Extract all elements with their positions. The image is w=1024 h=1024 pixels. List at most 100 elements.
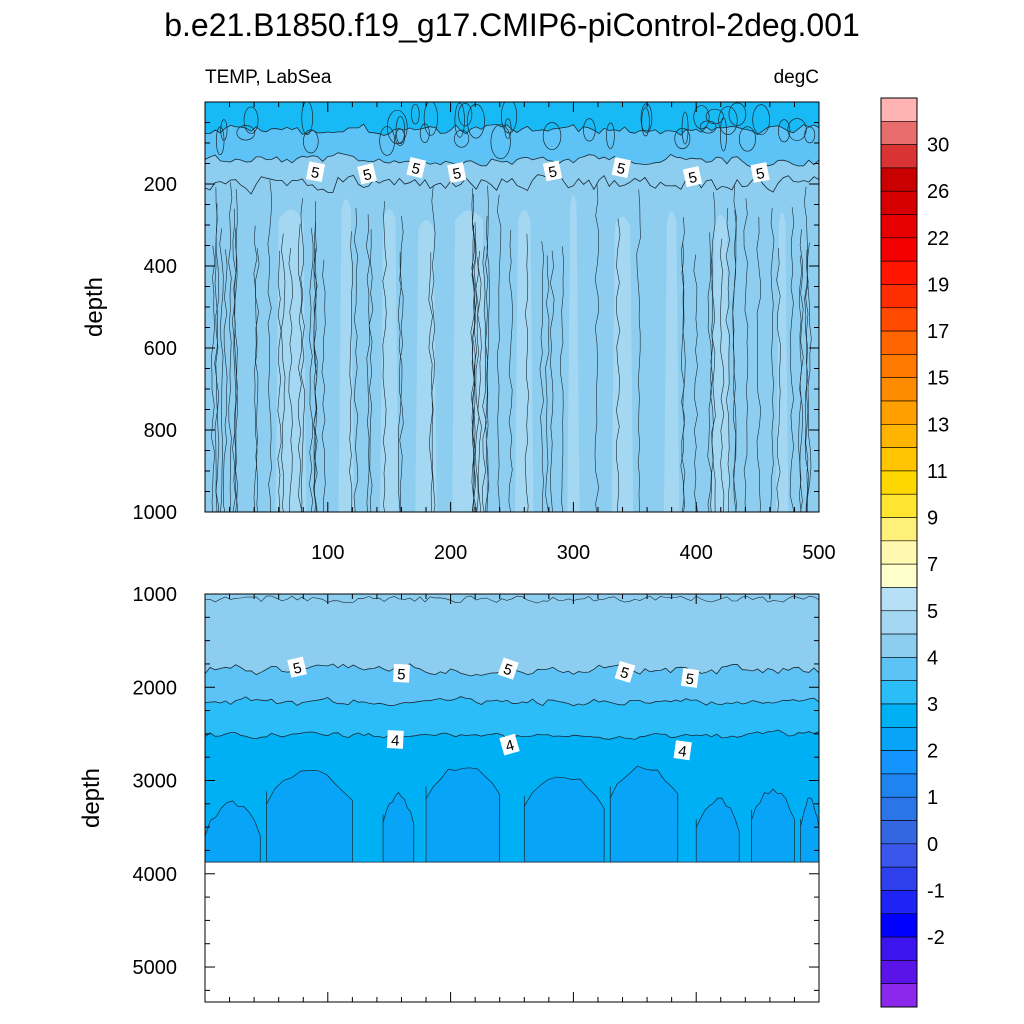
upper-contour-plume-edge-63	[508, 229, 513, 512]
upper-contour-plume-edge-59	[539, 240, 545, 512]
colorbar-label-0: 30	[927, 135, 949, 157]
upper-contour-plume-edge-17	[297, 223, 303, 512]
lower-deep-dome-1	[266, 770, 353, 863]
colorbar-swatch-15	[880, 447, 918, 472]
upper-contour-loop-2	[411, 103, 420, 125]
colorbar-swatch-19	[880, 540, 918, 565]
lower-deep-dome-4	[523, 776, 605, 863]
colorbar-swatch-3	[880, 167, 918, 192]
upper-plume-3	[415, 219, 437, 512]
colorbar-swatch-35	[880, 913, 918, 938]
colorbar-swatch-5	[880, 214, 918, 239]
upper-contour-plume-edge-56	[725, 208, 731, 512]
colorbar-label-1: 26	[927, 181, 949, 203]
colorbar-label-7: 11	[927, 461, 948, 483]
upper-contour-plume-edge-19	[288, 247, 293, 512]
colorbar-label-3: 19	[927, 274, 949, 296]
upper-contour-plume-edge-21	[485, 215, 490, 512]
upper-contour-surface-a	[205, 152, 819, 168]
upper-contour-loop-15	[804, 126, 816, 144]
upper-plume-8	[663, 211, 680, 512]
upper-plume-4	[452, 210, 486, 512]
svg-text:5: 5	[310, 164, 321, 182]
svg-text:4: 4	[391, 732, 400, 749]
upper-contour-plume-edge-46	[234, 189, 239, 512]
lower-deep-dome-2	[382, 791, 415, 863]
colorbar-swatch-32	[880, 843, 918, 868]
lower-contour-label-6: 4	[499, 733, 520, 756]
upper-x-tick-label-0: 100	[311, 542, 344, 564]
upper-contour-labels: 5 5 5 5 5 5 5 5	[305, 156, 770, 187]
upper-contour-loop-37	[236, 125, 256, 141]
upper-contour-plume-edge-12	[397, 252, 403, 512]
upper-contour-loop-21	[699, 120, 717, 134]
colorbar-swatch-8	[880, 284, 918, 309]
upper-contour-label-3: 5	[447, 162, 467, 183]
upper-contour-plume-edge-23	[321, 259, 326, 512]
colorbar-label-9: 7	[927, 554, 938, 576]
upper-contour-label-7: 5	[750, 162, 770, 183]
lower-deep-dome-0	[205, 800, 261, 863]
upper-y-tick-label-1: 400	[144, 256, 177, 278]
figure-title: b.e21.B1850.f19_g17.CMIP6-piControl-2deg…	[164, 7, 860, 43]
upper-contour-loop-22	[386, 109, 408, 145]
upper-contour-loop-31	[303, 129, 319, 154]
lower-contour-label-2: 5	[497, 657, 519, 680]
upper-contour-loop-7	[504, 118, 512, 139]
colorbar-swatch-33	[880, 866, 918, 891]
colorbar-swatch-21	[880, 587, 918, 612]
colorbar-label-12: 3	[927, 694, 938, 716]
upper-contour-plume-edge-54	[313, 222, 318, 512]
lower-deep-dome-6	[695, 797, 740, 863]
upper-contour-plume-edge-43	[349, 231, 354, 512]
upper-contour-label-2: 5	[406, 156, 427, 178]
lower-y-tick-label-4: 5000	[133, 957, 178, 979]
colorbar-swatch-37	[880, 960, 918, 984]
lower-contour-label-4: 5	[680, 667, 700, 688]
upper-right-label: degC	[774, 67, 819, 88]
upper-plume-2	[379, 208, 399, 512]
colorbar-swatch-6	[880, 237, 918, 262]
lower-deep-dome-5	[609, 765, 679, 863]
upper-contour-plume-edge-64	[693, 254, 698, 512]
upper-x-tick-label-1: 200	[434, 542, 467, 564]
upper-contour-loop-18	[583, 118, 596, 142]
upper-contour-plume-edge-65	[472, 222, 478, 512]
lower-deep-dome-7	[751, 788, 795, 863]
upper-contour-loop-20	[641, 107, 650, 137]
upper-x-tick-label-4: 500	[802, 542, 835, 564]
colorbar-swatch-7	[880, 260, 918, 285]
upper-contour-plume-edge-5	[770, 207, 775, 512]
colorbar-swatch-28	[880, 750, 918, 775]
lower-contour-line-1	[205, 696, 819, 707]
upper-contour-loop-8	[395, 128, 406, 146]
colorbar-label-8: 9	[927, 508, 938, 530]
upper-contour-loop-23	[693, 105, 710, 130]
upper-contour-5	[205, 171, 819, 195]
upper-contour-plume-edge-10	[233, 228, 238, 512]
upper-contour-loop-25	[215, 126, 225, 156]
upper-contour-plume-edge-61	[399, 215, 404, 512]
upper-contour-plume-edge-66	[482, 246, 487, 512]
lower-plot-frame	[204, 593, 820, 1003]
svg-text:4: 4	[677, 743, 688, 761]
upper-contour-plume-edge-6	[428, 252, 433, 512]
upper-contour-plume-edge-34	[210, 245, 216, 512]
lower-y-tick-label-2: 3000	[133, 771, 178, 793]
upper-panel: TEMP, LabSea degC 5 5 5 5 5 5 5 5 100 200 300 400 5…	[81, 67, 836, 564]
upper-contour-plume-edge-50	[382, 201, 387, 512]
colorbar-swatch-17	[880, 493, 918, 518]
upper-contour-loop-5	[467, 103, 485, 139]
upper-plume-10	[776, 212, 789, 512]
upper-contour-loop-13	[718, 106, 738, 135]
upper-contour-plume-edge-0	[743, 198, 749, 512]
lower-axis-ticks: 1000 2000 3000 4000 5000	[133, 584, 820, 1002]
upper-contour-plume-edge-22	[615, 218, 621, 512]
lower-contour-label-3: 5	[614, 660, 636, 683]
colorbar-swatch-16	[880, 470, 918, 495]
upper-axis-ticks: 100 200 300 400 500 200 400 600 800 1000	[133, 102, 836, 564]
colorbar-label-14: 1	[927, 787, 938, 809]
upper-contour-plume-edge-37	[475, 257, 480, 512]
lower-y-axis-label: depth	[78, 768, 105, 828]
